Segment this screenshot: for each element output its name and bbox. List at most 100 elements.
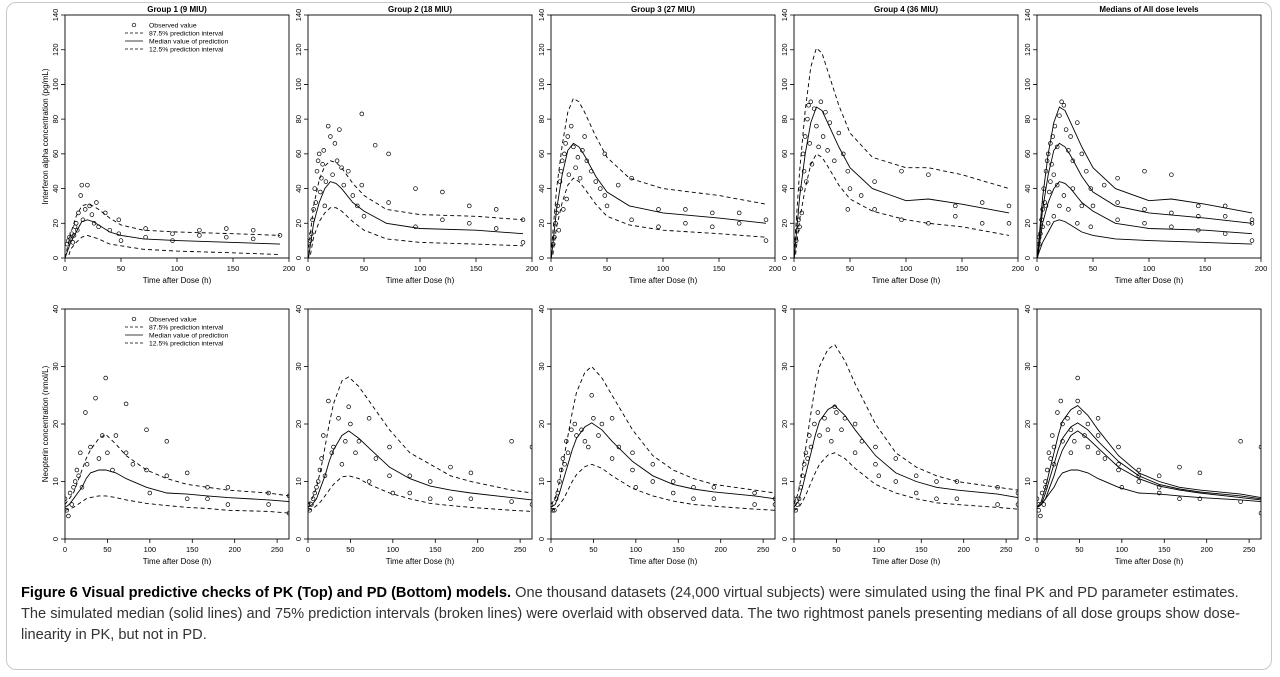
- x-tick-label: 200: [1200, 545, 1213, 554]
- observed-point: [321, 433, 326, 438]
- y-tick-label: 80: [51, 115, 60, 123]
- observed-point: [224, 226, 229, 231]
- observed-point: [387, 444, 392, 450]
- legend-label: Observed value: [149, 23, 197, 30]
- observed-point: [552, 234, 557, 240]
- observed-point: [355, 203, 360, 209]
- observed-point: [596, 433, 601, 438]
- observed-point: [557, 479, 562, 484]
- observed-point: [509, 439, 514, 444]
- observed-point: [1249, 221, 1255, 226]
- observed-point: [286, 493, 289, 499]
- observed-point: [953, 214, 958, 219]
- observed-point: [286, 510, 289, 516]
- x-tick-label: 0: [63, 264, 67, 273]
- observed-point: [1222, 214, 1228, 219]
- y-tick-label: 0: [780, 256, 789, 260]
- observed-point: [69, 502, 75, 507]
- observed-point: [1079, 203, 1085, 209]
- series-line: [551, 463, 775, 511]
- y-tick-label: 40: [1023, 305, 1032, 313]
- observed-point: [110, 467, 115, 473]
- observed-point: [899, 217, 904, 223]
- x-tick-label: 0: [792, 545, 796, 554]
- observed-point: [872, 207, 877, 212]
- observed-point: [1068, 134, 1073, 139]
- observed-point: [893, 456, 899, 461]
- observed-point: [710, 224, 715, 230]
- series-group: [308, 111, 526, 258]
- observed-point: [711, 496, 717, 502]
- observed-point: [427, 479, 433, 484]
- y-tick-label: 30: [537, 362, 546, 370]
- x-tick-label: 200: [1012, 264, 1025, 273]
- observed-point: [313, 200, 319, 205]
- observed-point: [995, 502, 1000, 507]
- observed-point: [1057, 203, 1062, 209]
- observed-point: [794, 238, 799, 243]
- observed-point: [589, 393, 594, 398]
- x-tick-label: 150: [1158, 545, 1171, 554]
- observed-point: [829, 439, 834, 444]
- observed-point: [553, 221, 558, 226]
- observed-point: [84, 462, 90, 467]
- observed-point: [1101, 182, 1107, 188]
- observed-point: [1156, 473, 1162, 479]
- observed-point: [995, 485, 1000, 490]
- observed-point: [825, 148, 830, 153]
- x-tick-label: 150: [186, 545, 199, 554]
- observed-point: [308, 502, 311, 507]
- observed-point: [1054, 144, 1060, 150]
- series-line: [65, 433, 289, 505]
- observed-point: [328, 134, 333, 139]
- observed-point: [312, 490, 318, 496]
- observed-point: [71, 485, 76, 490]
- y-tick-label: 10: [51, 477, 60, 485]
- observed-point: [670, 490, 676, 496]
- observed-point: [334, 158, 340, 164]
- y-tick-label: 20: [1023, 219, 1032, 227]
- x-tick-label: 250: [514, 545, 527, 554]
- observed-point: [339, 165, 344, 170]
- y-tick-label: 0: [294, 256, 303, 260]
- observed-point: [332, 141, 338, 146]
- observed-point: [346, 168, 351, 174]
- observed-point: [650, 462, 656, 467]
- observed-point: [805, 116, 810, 122]
- y-tick-label: 120: [294, 43, 303, 56]
- observed-point: [520, 217, 526, 223]
- x-tick-label: 100: [657, 264, 670, 273]
- observed-point: [926, 221, 931, 226]
- observed-point: [65, 508, 69, 513]
- observed-point: [800, 151, 806, 157]
- x-tick-label: 200: [714, 545, 727, 554]
- y-tick-label: 80: [780, 115, 789, 123]
- observed-point: [575, 155, 581, 160]
- observed-point: [184, 470, 190, 476]
- observed-point: [558, 467, 564, 473]
- observed-point: [1039, 490, 1045, 496]
- y-tick-label: 100: [1023, 78, 1032, 91]
- observed-point: [143, 226, 148, 231]
- observed-point: [311, 207, 316, 212]
- observed-point: [107, 227, 113, 233]
- observed-point: [1142, 207, 1147, 212]
- observed-point: [72, 479, 78, 484]
- y-tick-label: 20: [780, 420, 789, 428]
- x-tick-label: 200: [1255, 264, 1268, 273]
- observed-point: [322, 473, 328, 479]
- observed-point: [1115, 175, 1120, 181]
- observed-point: [1197, 470, 1203, 476]
- series-line: [65, 469, 289, 508]
- legend-label: Median value of prediction: [149, 39, 229, 46]
- observed-point: [841, 151, 846, 157]
- observed-point: [78, 193, 83, 198]
- observed-point: [1040, 207, 1045, 212]
- y-tick-label: 120: [51, 43, 60, 56]
- observed-point: [1075, 221, 1080, 226]
- legend-label: 87.5% prediction interval: [149, 325, 224, 332]
- observed-point: [123, 450, 129, 456]
- series-line: [794, 106, 1010, 258]
- observed-point: [1051, 172, 1057, 177]
